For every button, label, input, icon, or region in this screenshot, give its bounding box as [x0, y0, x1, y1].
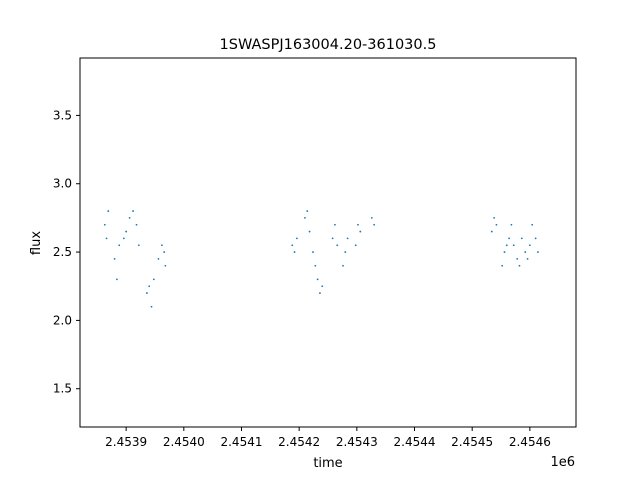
data-point [103, 223, 106, 226]
data-point [304, 217, 306, 219]
data-point [512, 244, 515, 247]
data-point [534, 237, 537, 240]
x-tick-label: 2.4545 [451, 435, 493, 449]
data-point [105, 237, 108, 240]
data-point [354, 244, 357, 247]
data-point [493, 217, 495, 219]
data-point [321, 285, 324, 288]
data-point [146, 292, 148, 294]
data-point [291, 244, 294, 247]
x-tick-label: 2.4539 [105, 435, 147, 449]
data-point [334, 223, 336, 226]
data-point [295, 237, 298, 240]
data-point [150, 305, 153, 308]
data-point [132, 210, 134, 212]
data-point [510, 223, 513, 226]
data-point [505, 244, 508, 247]
y-axis-ticks: 1.5 2.0 2.5 3.0 3.5 [53, 108, 80, 396]
x-tick-label: 2.4542 [278, 435, 320, 449]
data-point [346, 237, 349, 240]
y-tick-label: 2.5 [53, 245, 72, 259]
data-point [118, 244, 121, 247]
data-point [122, 237, 125, 240]
data-point [312, 251, 314, 253]
data-point [163, 251, 166, 253]
data-point [336, 244, 339, 247]
scatter-points [103, 210, 539, 308]
data-point [503, 251, 506, 253]
data-point [357, 223, 359, 226]
data-point [520, 237, 523, 240]
data-point [516, 258, 519, 260]
data-point [319, 292, 321, 294]
data-point [314, 264, 317, 267]
x-axis-offset-label: 1e6 [550, 455, 575, 470]
x-tick-label: 2.4543 [336, 435, 378, 449]
data-point [531, 223, 534, 226]
data-point [116, 278, 118, 281]
data-point [359, 230, 362, 233]
data-point [113, 258, 116, 260]
x-tick-label: 2.4546 [509, 435, 551, 449]
y-axis-label: flux [29, 231, 44, 255]
plot-frame [79, 57, 577, 428]
data-point [331, 237, 334, 240]
x-axis-ticks: 2.4539 2.4540 2.4541 2.4542 2.4543 2.4544 2.45… [105, 427, 551, 449]
data-point [164, 264, 167, 267]
data-point [152, 278, 155, 281]
data-point [373, 223, 376, 226]
data-point [148, 285, 151, 288]
data-point [128, 217, 131, 219]
y-tick-label: 3.5 [53, 108, 72, 122]
data-point [495, 223, 498, 226]
data-point [308, 230, 311, 233]
data-point [501, 264, 504, 267]
data-point [316, 278, 319, 281]
x-tick-label: 2.4544 [394, 435, 436, 449]
data-point [528, 244, 531, 247]
y-tick-label: 3.0 [53, 177, 72, 191]
x-tick-label: 2.4541 [220, 435, 262, 449]
data-point [306, 210, 309, 212]
x-tick-label: 2.4540 [163, 435, 205, 449]
data-point [137, 244, 140, 247]
data-point [293, 251, 296, 253]
data-point [125, 230, 128, 233]
data-point [157, 258, 160, 260]
data-point [537, 251, 539, 253]
data-point [508, 237, 510, 240]
chart-title: 1SWASPJ163004.20-361030.5 [220, 37, 437, 53]
data-point [524, 251, 527, 253]
data-point [526, 258, 529, 260]
data-point [344, 251, 347, 253]
data-point [518, 264, 521, 267]
y-tick-label: 2.0 [53, 313, 72, 327]
data-point [107, 210, 110, 212]
data-point [370, 217, 373, 219]
data-point [135, 223, 138, 226]
data-point [342, 264, 344, 267]
x-axis-label: time [313, 456, 342, 471]
y-tick-label: 1.5 [53, 382, 72, 396]
data-point [490, 230, 493, 233]
data-point [161, 244, 163, 247]
